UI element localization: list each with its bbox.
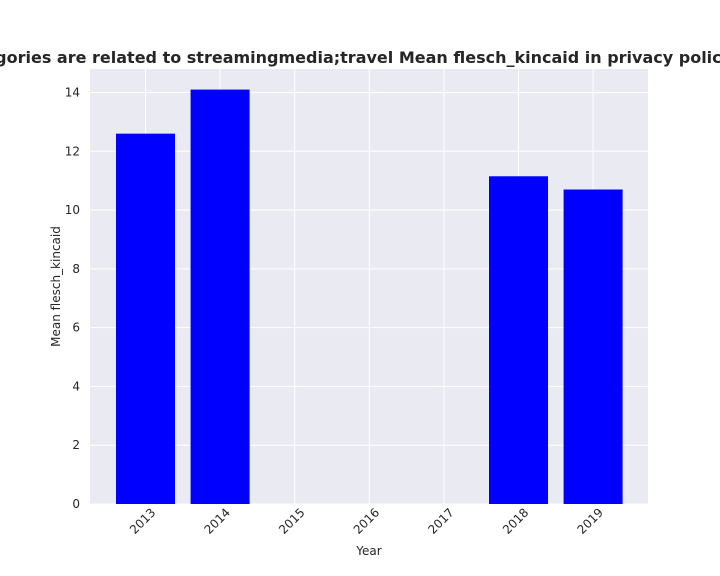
x-tick-label: 2013 bbox=[127, 505, 158, 536]
x-tick-labels: 2013 2014 2015 2016 2017 2018 2019 bbox=[127, 505, 606, 536]
x-tick-label: 2016 bbox=[351, 505, 382, 536]
x-tick-label: 2018 bbox=[500, 505, 531, 536]
x-tick-label: 2019 bbox=[575, 505, 606, 536]
bar-2018 bbox=[489, 176, 548, 505]
y-tick-label: 0 bbox=[72, 497, 80, 511]
y-tick-label: 4 bbox=[72, 379, 80, 393]
x-axis-label: Year bbox=[355, 544, 381, 558]
chart-title: When categories are related to streaming… bbox=[0, 48, 720, 67]
bar-2014 bbox=[190, 89, 250, 504]
bar-2013 bbox=[116, 133, 175, 504]
y-tick-label: 14 bbox=[65, 86, 80, 100]
y-tick-label: 6 bbox=[72, 321, 80, 335]
y-tick-label: 12 bbox=[65, 144, 80, 158]
y-tick-labels: 0 2 4 6 8 10 12 14 bbox=[65, 86, 80, 511]
bars bbox=[116, 89, 623, 505]
y-tick-label: 10 bbox=[65, 203, 80, 217]
y-tick-label: 8 bbox=[72, 262, 80, 276]
bar-2019 bbox=[563, 189, 623, 504]
y-tick-label: 2 bbox=[72, 438, 80, 452]
x-tick-label: 2017 bbox=[425, 505, 456, 536]
x-tick-label: 2014 bbox=[202, 505, 233, 536]
y-axis-label: Mean flesch_kincaid bbox=[49, 226, 63, 347]
x-tick-label: 2015 bbox=[276, 505, 307, 536]
